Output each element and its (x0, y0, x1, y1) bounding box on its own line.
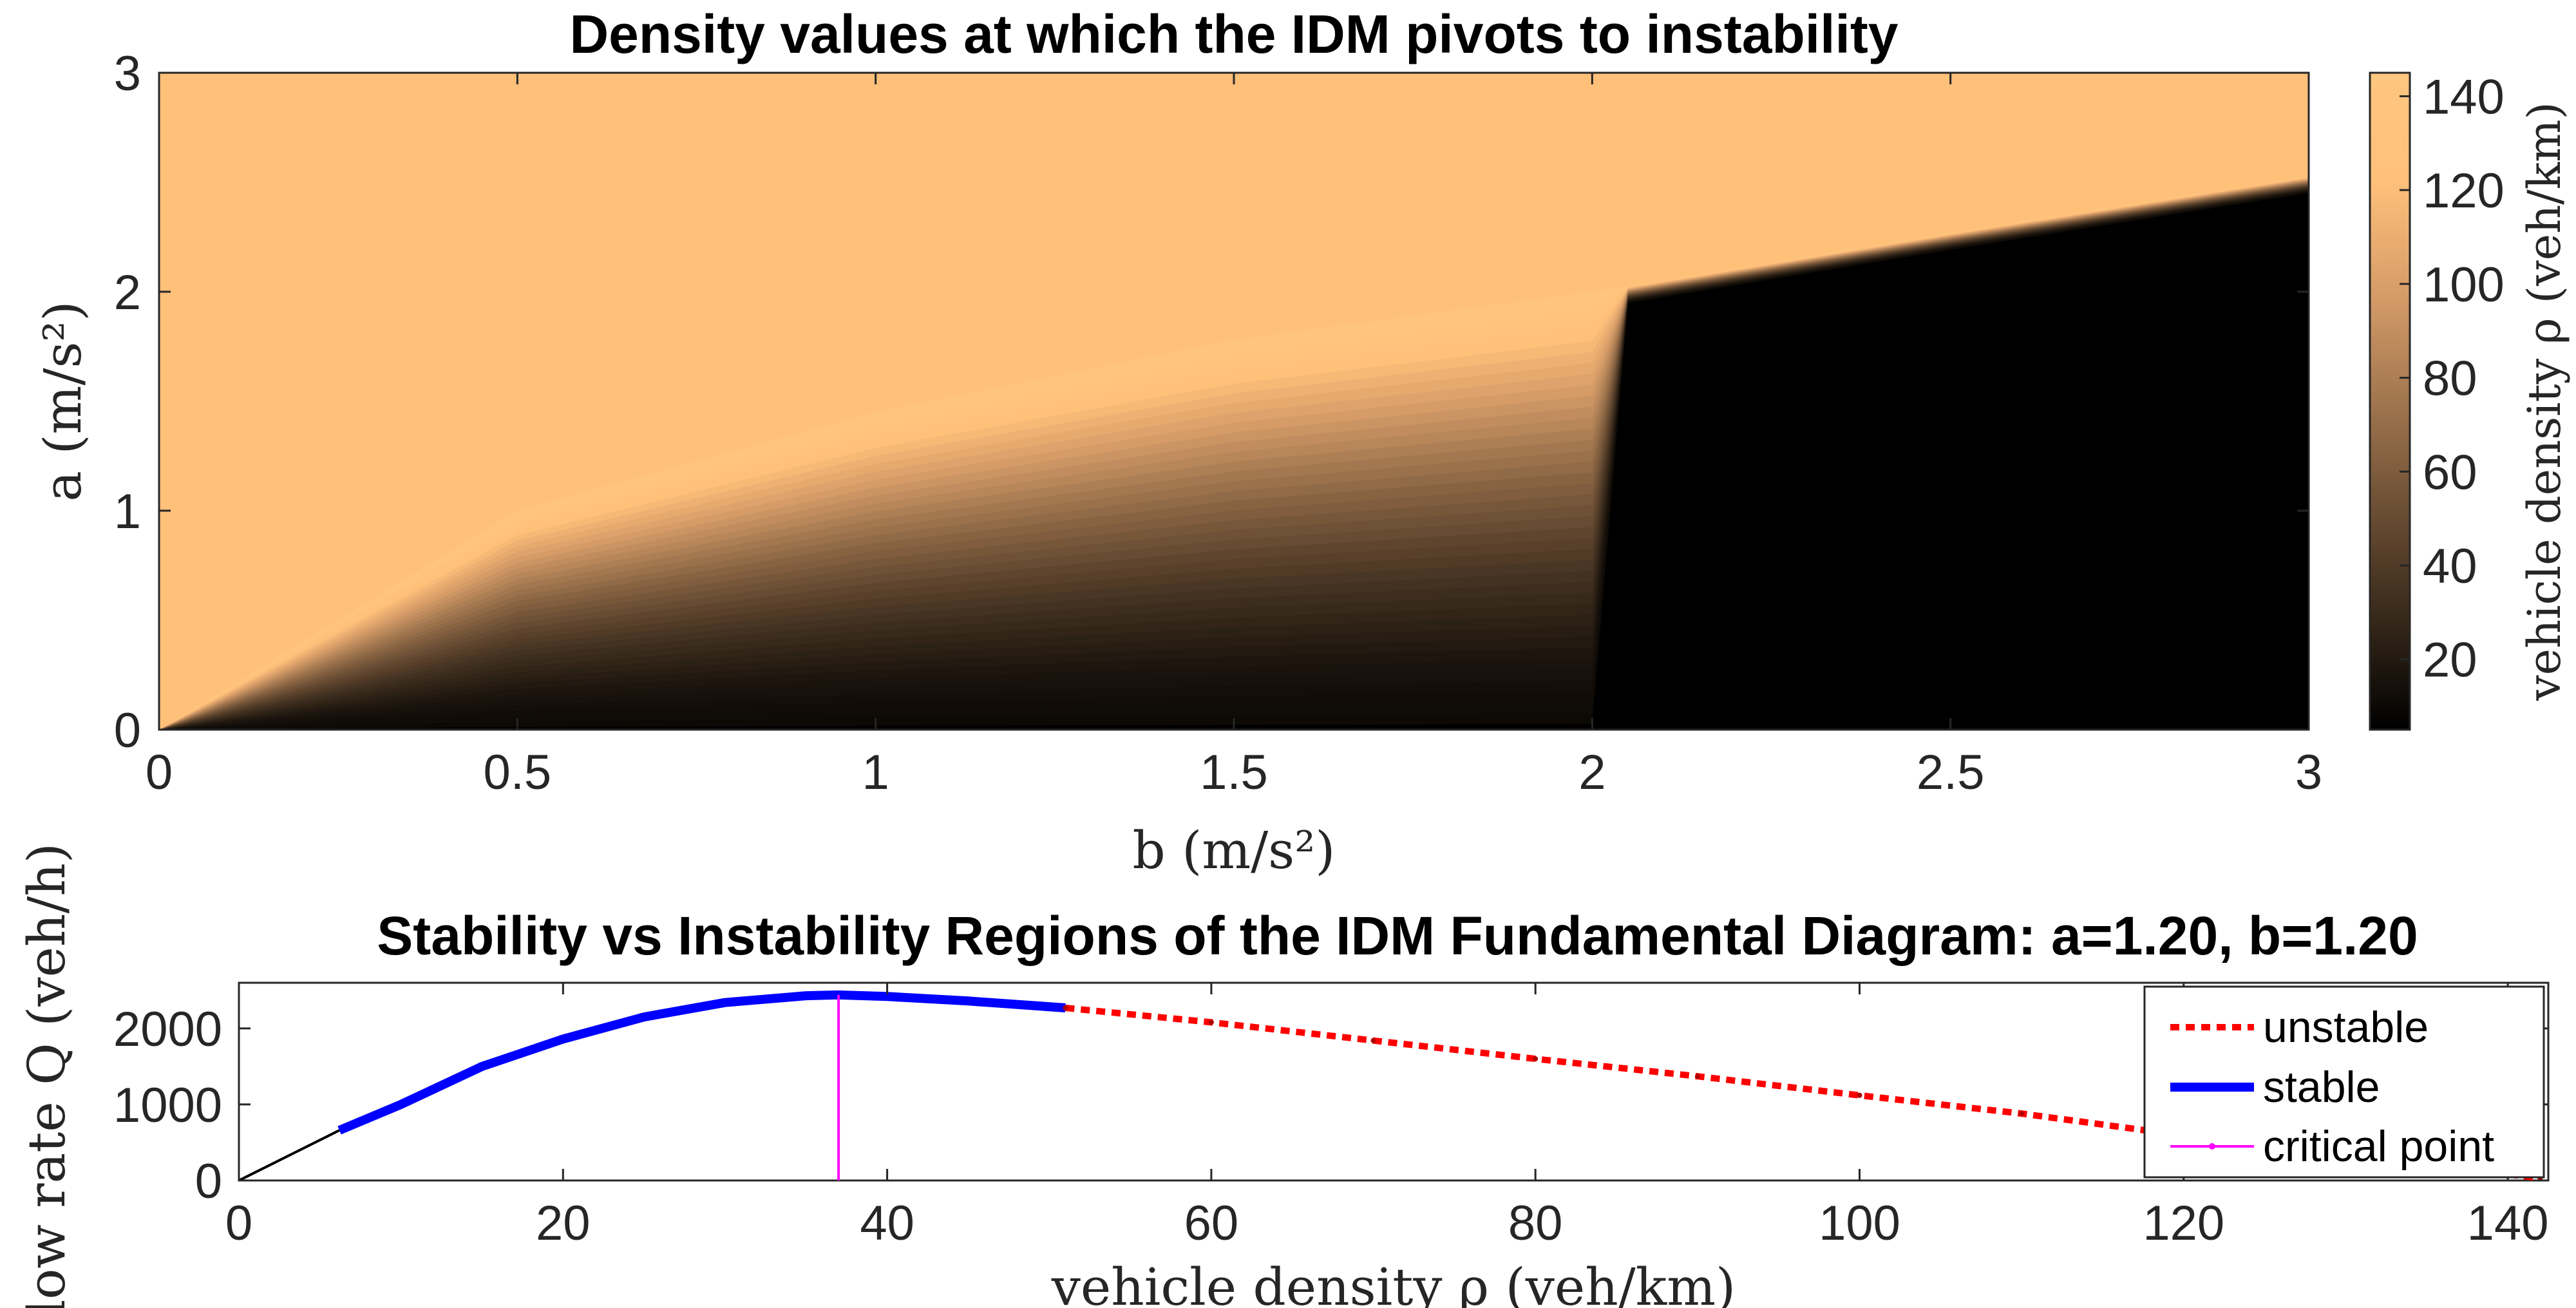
heatmap-x-ticks: 0 0.5 1 1.5 2 2.5 3 (146, 73, 2322, 800)
colorbar-ticks: 20 40 60 80 100 120 140 (2400, 70, 2505, 688)
colorbar-tick-label: 20 (2423, 633, 2477, 688)
colorbar: 20 40 60 80 100 120 140 vehicle density ρ (veh… (2369, 70, 2571, 731)
colorbar-tick-label: 40 (2423, 539, 2477, 594)
heatmap-y-label: a (m/s²) (33, 301, 93, 501)
x-tick-label: 2 (1578, 745, 1605, 800)
unstable-point (1533, 1056, 1539, 1062)
x-tick-label: 20 (536, 1196, 591, 1251)
x-tick-label: 0 (225, 1196, 252, 1251)
x-tick-label: 1 (862, 745, 889, 800)
y-tick-label: 0 (114, 703, 141, 758)
colorbar-tick-label: 80 (2423, 352, 2477, 406)
y-tick-label: 2 (114, 265, 141, 320)
x-tick-label: 0 (146, 745, 173, 800)
heatmap-unstable-region (159, 73, 2309, 730)
fd-y-ticks: 0 1000 2000 (113, 1002, 2548, 1209)
unstable-point (1208, 1019, 1214, 1025)
y-tick-label: 3 (114, 46, 141, 101)
x-tick-label: 40 (860, 1196, 914, 1251)
x-tick-label: 60 (1184, 1196, 1239, 1251)
unstable-point (1370, 1038, 1376, 1043)
series-stable-line (337, 990, 1066, 1135)
x-tick-label: 0.5 (484, 745, 552, 800)
unstable-point (2019, 1111, 2025, 1117)
x-tick-label: 2.5 (1917, 745, 1985, 800)
heatmap-title: Density values at which the IDM pivots t… (569, 4, 1898, 64)
legend-critical-label: critical point (2263, 1122, 2494, 1171)
colorbar-tick-label: 100 (2423, 258, 2505, 312)
colorbar-tick-label: 140 (2423, 70, 2505, 124)
fundamental-diagram-chart: Stability vs Instability Regions of the … (17, 843, 2550, 1308)
heatmap-y-ticks: 0 1 2 3 (114, 46, 2309, 758)
y-tick-label: 0 (195, 1154, 222, 1209)
colorbar-label: vehicle density ρ (veh/km) (2518, 102, 2571, 701)
x-tick-label: 1.5 (1200, 745, 1268, 800)
unstable-point (1694, 1074, 1700, 1079)
heatmap-chart: Density values at which the IDM pivots t… (33, 4, 2571, 880)
fd-title: Stability vs Instability Regions of the … (377, 905, 2418, 966)
legend-stable-label: stable (2263, 1063, 2380, 1112)
fd-y-label: flow rate Q (veh/h) (17, 843, 77, 1308)
legend-unstable-label: unstable (2263, 1003, 2429, 1052)
fd-x-ticks: 0 20 40 60 80 100 120 140 (225, 983, 2549, 1251)
fd-x-label: vehicle density ρ (veh/km) (1051, 1257, 1736, 1308)
colorbar-gradient (2369, 71, 2411, 731)
y-tick-label: 2000 (113, 1002, 222, 1057)
x-tick-label: 120 (2143, 1196, 2224, 1251)
y-tick-label: 1000 (113, 1078, 222, 1133)
unstable-point (1857, 1092, 1862, 1098)
heatmap-plot (159, 73, 2309, 730)
x-tick-label: 100 (1819, 1196, 1900, 1251)
x-tick-label: 3 (2295, 745, 2322, 800)
y-tick-label: 1 (114, 484, 141, 539)
heatmap-bands (159, 73, 2309, 730)
unstable-point (1063, 1005, 1068, 1010)
series-base-line (239, 1129, 340, 1180)
legend-critical-marker (2209, 1143, 2215, 1150)
fd-legend: unstable stable critical point (2143, 985, 2545, 1179)
x-tick-label: 140 (2467, 1196, 2549, 1251)
colorbar-tick-label: 120 (2423, 164, 2505, 218)
colorbar-tick-label: 60 (2423, 445, 2477, 500)
heatmap-x-label: b (m/s²) (1133, 820, 1336, 880)
x-tick-label: 80 (1508, 1196, 1563, 1251)
